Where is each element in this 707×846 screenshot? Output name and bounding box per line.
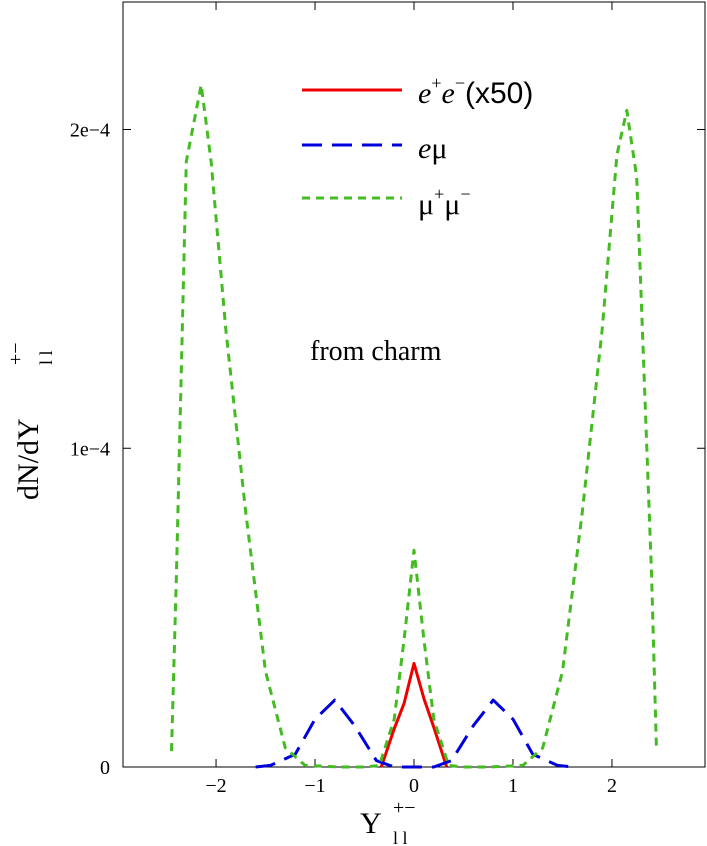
plot-area — [122, 1, 706, 768]
x-axis-title: Y +− l l — [360, 797, 416, 846]
series-layer — [170, 83, 658, 769]
y-tick-label: 0 — [100, 757, 110, 779]
y-tick-label: 2e−4 — [70, 120, 110, 142]
x-tick-label: −1 — [304, 775, 325, 797]
plot-frame — [122, 1, 706, 768]
annotation-from-charm: from charm — [310, 336, 442, 367]
x-tick-label: 2 — [607, 775, 617, 797]
series-line-0 — [379, 661, 449, 768]
series-line-1 — [255, 698, 573, 769]
x-tick-label: −2 — [205, 775, 226, 797]
legend-label-mumu: μ+μ− — [418, 184, 471, 221]
x-tick-label: 1 — [508, 775, 518, 797]
series-line-2 — [170, 83, 658, 769]
y-axis-title-sub: l l — [36, 350, 56, 365]
y-axis-title-sup: +− — [5, 342, 27, 365]
y-axis-title-main: dN/dY — [12, 418, 45, 500]
y-axis-title: dN/dY +− l l — [5, 342, 56, 500]
legend-label-ee: e+e−(x50) — [418, 73, 533, 110]
legend-label-emu: eμ — [418, 132, 447, 165]
legend: e+e−(x50) eμ μ+μ− — [302, 73, 533, 221]
x-axis-title-sup: +− — [393, 797, 416, 819]
y-tick-label: 1e−4 — [70, 438, 110, 460]
x-axis-title-main: Y — [360, 807, 382, 840]
axes: −2 −1 0 1 2 0 1e−4 2e−4 — [70, 2, 705, 797]
x-tick-label: 0 — [409, 775, 419, 797]
x-axis-title-sub: l l — [393, 828, 408, 846]
